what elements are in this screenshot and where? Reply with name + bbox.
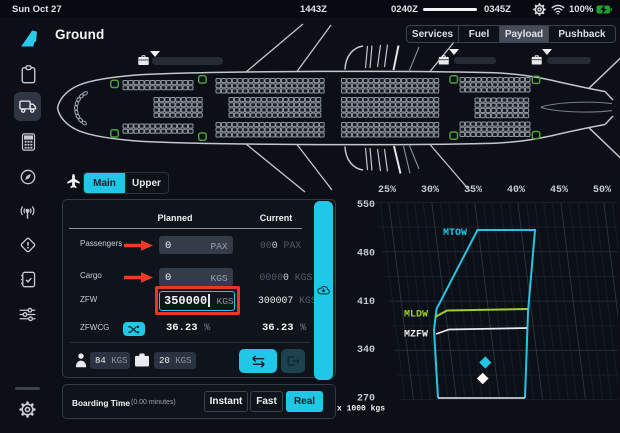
svg-text:270: 270 (357, 394, 375, 405)
svg-text:340: 340 (357, 345, 375, 356)
svg-text:30%: 30% (421, 185, 439, 196)
svg-text:40%: 40% (507, 185, 525, 196)
svg-text:35%: 35% (464, 185, 482, 196)
svg-text:MTOW: MTOW (443, 228, 467, 239)
svg-text:550: 550 (357, 200, 375, 211)
svg-text:45%: 45% (550, 185, 568, 196)
svg-text:MLDW: MLDW (404, 310, 428, 321)
svg-text:MZFW: MZFW (404, 330, 428, 341)
svg-text:410: 410 (357, 297, 375, 308)
svg-text:50%: 50% (593, 185, 611, 196)
svg-text:480: 480 (357, 248, 375, 259)
svg-text:25%: 25% (378, 185, 396, 196)
svg-text:x 1000 kgs: x 1000 kgs (337, 405, 385, 414)
